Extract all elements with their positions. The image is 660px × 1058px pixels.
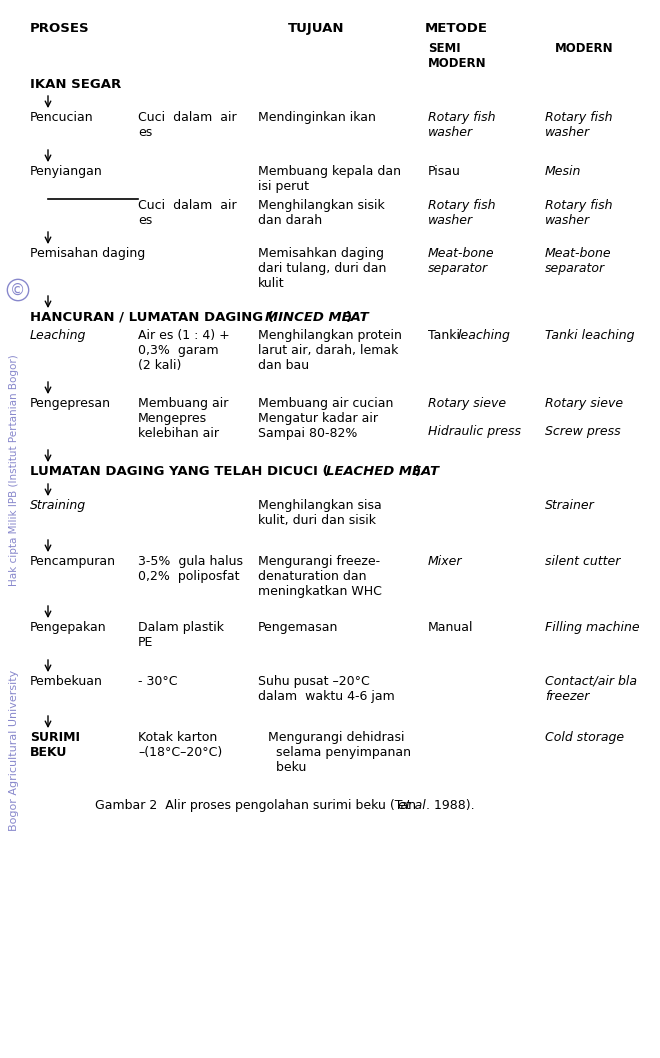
Text: Bogor Agricultural University: Bogor Agricultural University (9, 670, 19, 831)
Text: ): ) (346, 311, 352, 324)
Text: Mengurangi freeze-
denaturation dan
meningkatkan WHC: Mengurangi freeze- denaturation dan meni… (258, 555, 382, 598)
Text: Rotary fish
washer: Rotary fish washer (428, 199, 496, 227)
Text: Cuci  dalam  air
es: Cuci dalam air es (138, 199, 237, 227)
Text: Membuang kepala dan
isi perut: Membuang kepala dan isi perut (258, 165, 401, 193)
Text: Tanki: Tanki (428, 329, 464, 342)
Text: Dalam plastik
PE: Dalam plastik PE (138, 621, 224, 649)
Text: Gambar 2  Alir proses pengolahan surimi beku (Tan: Gambar 2 Alir proses pengolahan surimi b… (95, 799, 420, 811)
Text: Pisau: Pisau (428, 165, 461, 178)
Text: Leaching: Leaching (30, 329, 86, 342)
Text: et al: et al (398, 799, 426, 811)
Text: . 1988).: . 1988). (426, 799, 475, 811)
Text: Straining: Straining (30, 499, 86, 512)
Text: Tanki leaching: Tanki leaching (545, 329, 634, 342)
Text: TUJUAN: TUJUAN (288, 22, 345, 35)
Text: LUMATAN DAGING YANG TELAH DICUCI (: LUMATAN DAGING YANG TELAH DICUCI ( (30, 466, 329, 478)
Text: - 30°C: - 30°C (138, 675, 178, 688)
Text: Mixer: Mixer (428, 555, 463, 568)
Text: SURIMI
BEKU: SURIMI BEKU (30, 731, 80, 759)
Text: Contact/air bla
freezer: Contact/air bla freezer (545, 675, 637, 703)
Text: Air es (1 : 4) +
0,3%  garam
(2 kali): Air es (1 : 4) + 0,3% garam (2 kali) (138, 329, 230, 372)
Text: 3-5%  gula halus
0,2%  poliposfat: 3-5% gula halus 0,2% poliposfat (138, 555, 243, 583)
Text: Cuci  dalam  air
es: Cuci dalam air es (138, 111, 237, 139)
Text: Mesin: Mesin (545, 165, 581, 178)
Text: PROSES: PROSES (30, 22, 90, 35)
Text: Memisahkan daging
dari tulang, duri dan
kulit: Memisahkan daging dari tulang, duri dan … (258, 247, 386, 290)
Text: Menghilangkan sisa
kulit, duri dan sisik: Menghilangkan sisa kulit, duri dan sisik (258, 499, 381, 527)
Text: METODE: METODE (424, 22, 488, 35)
Text: Pengepresan: Pengepresan (30, 397, 111, 411)
Text: Rotary sieve: Rotary sieve (545, 397, 623, 411)
Text: silent cutter: silent cutter (545, 555, 620, 568)
Text: Rotary sieve: Rotary sieve (428, 397, 506, 411)
Text: Strainer: Strainer (545, 499, 595, 512)
Text: Pencucian: Pencucian (30, 111, 94, 124)
Text: Pengemasan: Pengemasan (258, 621, 339, 634)
Text: Menghilangkan sisik
dan darah: Menghilangkan sisik dan darah (258, 199, 385, 227)
Text: Pencampuran: Pencampuran (30, 555, 116, 568)
Text: Pemisahan daging: Pemisahan daging (30, 247, 145, 260)
Text: Filling machine: Filling machine (545, 621, 640, 634)
Text: Rotary fish
washer: Rotary fish washer (545, 111, 612, 139)
Text: ): ) (415, 466, 421, 478)
Text: Suhu pusat –20°C
dalam  waktu 4-6 jam: Suhu pusat –20°C dalam waktu 4-6 jam (258, 675, 395, 703)
Text: SEMI
MODERN: SEMI MODERN (428, 42, 486, 70)
Text: leaching: leaching (458, 329, 511, 342)
Text: ©: © (11, 282, 26, 297)
Text: IKAN SEGAR: IKAN SEGAR (30, 78, 121, 91)
Text: Hak cipta Milik IPB (Institut Pertanian Bogor): Hak cipta Milik IPB (Institut Pertanian … (9, 354, 19, 586)
Text: Pengepakan: Pengepakan (30, 621, 107, 634)
Text: MINCED MEAT: MINCED MEAT (265, 311, 369, 324)
Text: LEACHED MEAT: LEACHED MEAT (326, 466, 439, 478)
Text: Kotak karton
–(18°C–20°C): Kotak karton –(18°C–20°C) (138, 731, 222, 759)
Text: MODERN: MODERN (555, 42, 614, 55)
Text: Cold storage: Cold storage (545, 731, 624, 744)
Text: Membuang air
Mengepres
kelebihan air: Membuang air Mengepres kelebihan air (138, 397, 228, 440)
Text: Rotary fish
washer: Rotary fish washer (545, 199, 612, 227)
Text: Menghilangkan protein
larut air, darah, lemak
dan bau: Menghilangkan protein larut air, darah, … (258, 329, 402, 372)
Text: HANCURAN / LUMATAN DAGING (: HANCURAN / LUMATAN DAGING ( (30, 311, 274, 324)
Text: Meat-bone
separator: Meat-bone separator (545, 247, 612, 275)
Text: Pembekuan: Pembekuan (30, 675, 103, 688)
Text: Meat-bone
separator: Meat-bone separator (428, 247, 494, 275)
Text: Manual: Manual (428, 621, 473, 634)
Text: Rotary fish
washer: Rotary fish washer (428, 111, 496, 139)
Text: Penyiangan: Penyiangan (30, 165, 103, 178)
Text: Screw press: Screw press (545, 425, 620, 438)
Text: Mendinginkan ikan: Mendinginkan ikan (258, 111, 376, 124)
Text: Membuang air cucian
Mengatur kadar air
Sampai 80-82%: Membuang air cucian Mengatur kadar air S… (258, 397, 393, 440)
Text: Hidraulic press: Hidraulic press (428, 425, 521, 438)
Text: Mengurangi dehidrasi
  selama penyimpanan
  beku: Mengurangi dehidrasi selama penyimpanan … (268, 731, 411, 774)
